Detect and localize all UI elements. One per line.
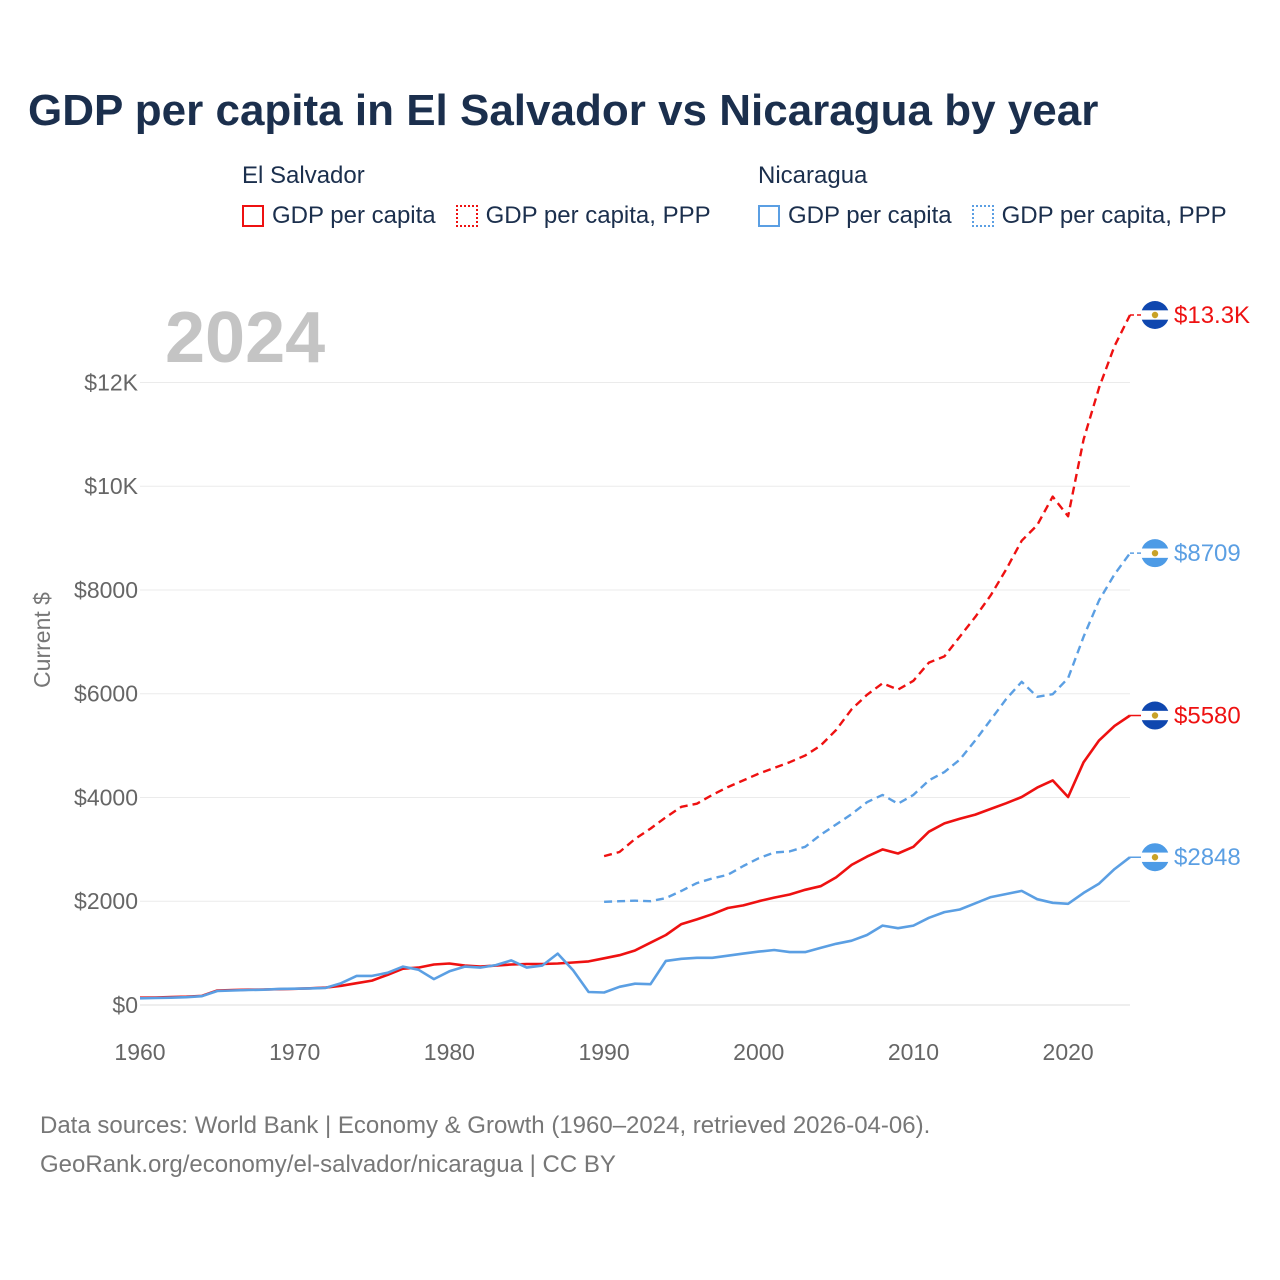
legend-swatch-solid xyxy=(242,205,264,227)
x-tick-label: 1980 xyxy=(424,1039,475,1065)
footer: Data sources: World Bank | Economy & Gro… xyxy=(40,1106,930,1184)
x-tick-label: 2010 xyxy=(888,1039,939,1065)
chart-title: GDP per capita in El Salvador vs Nicarag… xyxy=(28,86,1099,135)
legend-swatch-dotted xyxy=(455,205,478,227)
legend-label: GDP per capita, PPP xyxy=(1001,202,1227,229)
end-value-label: $13.3K xyxy=(1174,302,1250,329)
series-line-nicaragua-gdp-ppp xyxy=(604,552,1131,903)
legend-item-el-salvador-gdp[interactable]: GDP per capita xyxy=(242,202,436,230)
flag-emblem-icon xyxy=(1151,854,1159,861)
y-axis-title: Current $ xyxy=(29,592,55,688)
x-tick-label: 2000 xyxy=(733,1039,784,1065)
x-tick-label: 1990 xyxy=(578,1039,629,1065)
end-value-label: $2848 xyxy=(1174,844,1241,871)
legend-group-el-salvador: El Salvador GDP per capita GDP per capit… xyxy=(242,162,731,230)
series-line-nicaragua-gdp xyxy=(139,856,1131,1000)
legend-label: GDP per capita xyxy=(272,202,436,229)
legend-swatch-dotted xyxy=(971,205,994,227)
flag-emblem-icon xyxy=(1151,549,1159,557)
flag-emblem-icon xyxy=(1151,712,1159,719)
end-value-label: $5580 xyxy=(1174,703,1241,730)
legend-group-nicaragua: Nicaragua GDP per capita GDP per capita,… xyxy=(758,162,1247,230)
data-source-note: Data sources: World Bank | Economy & Gro… xyxy=(40,1112,931,1139)
x-tick-label: 1970 xyxy=(269,1039,320,1065)
legend-country-name: Nicaragua xyxy=(758,162,868,189)
year-watermark: 2024 xyxy=(165,298,325,378)
end-value-label: $8709 xyxy=(1174,540,1241,567)
legend-label: GDP per capita xyxy=(788,202,952,229)
series-line-el-salvador-gdp-ppp xyxy=(603,314,1132,858)
legend-swatch-solid xyxy=(758,205,780,227)
legend-item-nicaragua-gdp-ppp[interactable]: GDP per capita, PPP xyxy=(971,202,1227,230)
x-tick-label: 1960 xyxy=(114,1039,165,1065)
legend-item-nicaragua-gdp[interactable]: GDP per capita xyxy=(758,202,952,230)
legend-item-el-salvador-gdp-ppp[interactable]: GDP per capita, PPP xyxy=(455,202,711,230)
attribution-note: GeoRank.org/economy/el-salvador/nicaragu… xyxy=(40,1151,616,1178)
legend-label: GDP per capita, PPP xyxy=(485,202,711,229)
x-tick-label: 2020 xyxy=(1043,1039,1094,1065)
y-tick-label: $6000 xyxy=(74,681,138,707)
y-tick-label: $12K xyxy=(84,369,138,395)
y-tick-label: $8000 xyxy=(74,577,138,603)
series-line-el-salvador-gdp xyxy=(139,714,1131,999)
y-tick-label: $4000 xyxy=(74,784,138,810)
y-tick-label: $2000 xyxy=(74,888,138,914)
y-tick-label: $0 xyxy=(112,992,138,1018)
y-tick-label: $10K xyxy=(84,473,138,499)
legend-country-name: El Salvador xyxy=(242,162,365,189)
flag-emblem-icon xyxy=(1151,311,1159,319)
